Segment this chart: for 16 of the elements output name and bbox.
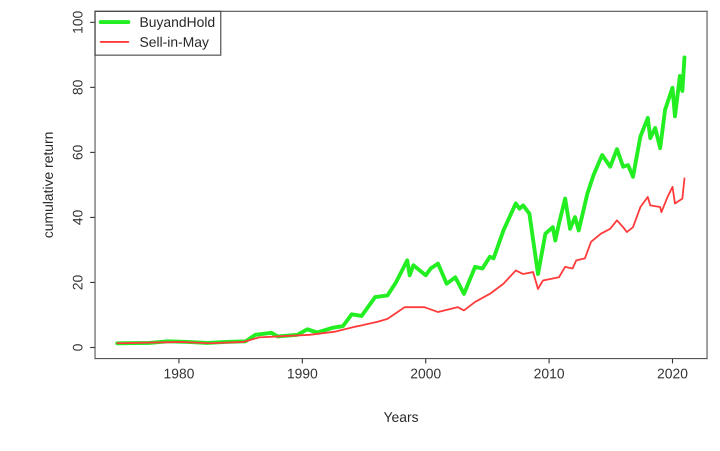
y-tick-label: 40: [72, 210, 83, 225]
x-tick-label: 1980: [164, 368, 194, 378]
x-tick-label: 2000: [410, 368, 441, 378]
y-axis-title: cumulative return: [42, 132, 53, 238]
y-tick-label: 20: [72, 275, 83, 290]
x-axis-title: Years: [384, 412, 418, 422]
y-tick-label: 60: [72, 145, 83, 160]
line-series: [116, 178, 686, 344]
y-tick-label: 0: [72, 344, 83, 351]
y-tick-label: 80: [72, 80, 83, 94]
y-tick-label: 100: [72, 11, 83, 33]
x-tick-label: 2010: [534, 368, 564, 378]
x-tick-label: 2020: [658, 368, 688, 378]
legend-label: BuyandHold: [140, 16, 214, 30]
x-tick-label: 1990: [288, 368, 318, 378]
legend-label: Sell-in-May: [140, 36, 209, 50]
